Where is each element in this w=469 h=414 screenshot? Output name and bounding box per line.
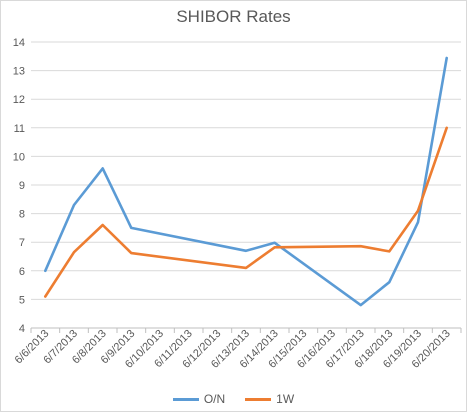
y-tick-label: 9: [19, 180, 25, 192]
y-tick-label: 7: [19, 237, 25, 249]
chart-legend: O/N 1W: [1, 392, 466, 406]
series-lines: [43, 56, 449, 307]
x-axis: [30, 327, 462, 333]
y-axis-ticks: 4 5 6 7 8 9 10 11 12 13 14: [13, 37, 25, 335]
legend-label: 1W: [276, 392, 295, 406]
y-tick-label: 5: [19, 294, 25, 306]
y-tick-label: 11: [14, 123, 25, 135]
legend-label: O/N: [203, 392, 226, 406]
legend-swatch: [172, 397, 199, 401]
y-tick-label: 4: [19, 323, 25, 335]
y-tick-label: 12: [13, 94, 25, 106]
chart-title: SHIBOR Rates: [176, 7, 291, 26]
y-tick-label: 8: [19, 209, 25, 221]
y-tick-label: 10: [13, 151, 25, 163]
legend-item: O/N: [172, 392, 226, 406]
legend-item: 1W: [245, 392, 294, 406]
y-tick-label: 13: [13, 66, 25, 78]
y-tick-label: 6: [19, 266, 25, 278]
legend-swatch: [245, 397, 272, 401]
x-axis-ticks: 6/6/20136/7/20136/8/20136/9/20136/10/201…: [13, 328, 453, 371]
series-line-1w: [43, 126, 449, 298]
y-tick-label: 14: [13, 37, 25, 49]
series-line-o-n: [43, 56, 449, 307]
gridlines: [31, 41, 461, 300]
